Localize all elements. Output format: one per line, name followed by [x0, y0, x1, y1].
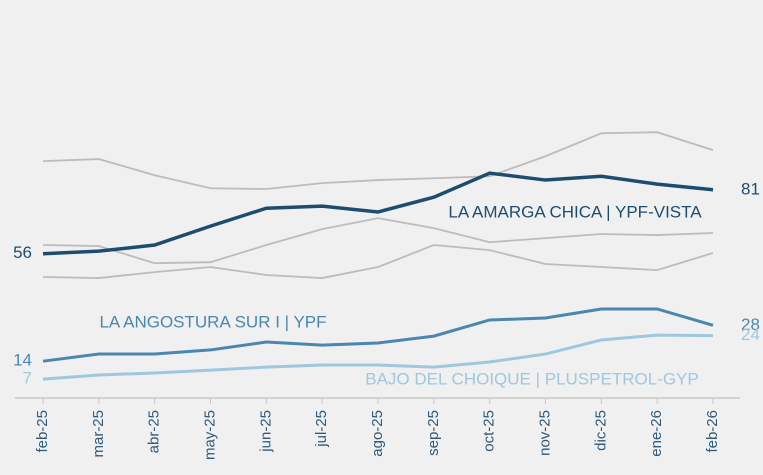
- series-line: [42, 131, 714, 190]
- x-tick-label: dic-25: [592, 410, 609, 451]
- x-tick-label: jul-25: [313, 410, 330, 448]
- series-line: [42, 217, 714, 265]
- x-tick-label: ago-25: [369, 410, 386, 457]
- end-label: 81: [741, 179, 760, 198]
- start-label: 14: [13, 351, 32, 370]
- x-tick-label: feb-26: [704, 410, 721, 453]
- series-line: [42, 307, 714, 363]
- x-tick-label: sep-25: [425, 410, 442, 456]
- series-line: [42, 244, 714, 279]
- x-tick-label: oct-25: [481, 410, 498, 452]
- series-name: LA AMARGA CHICA | YPF-VISTA: [448, 202, 702, 221]
- series-name: BAJO DEL CHOIQUE | PLUSPETROL-GYP: [365, 369, 698, 388]
- x-tick-label: jun-25: [257, 410, 274, 453]
- series-line: [42, 171, 714, 256]
- x-tick-label: abr-25: [146, 410, 163, 453]
- end-label: 24: [741, 325, 760, 344]
- series-name: LA ANGOSTURA SUR I | YPF: [99, 312, 326, 331]
- series-line: [42, 333, 714, 381]
- start-label: 56: [13, 243, 32, 262]
- x-tick-label: mar-25: [90, 410, 107, 458]
- x-tick-label: feb-25: [34, 410, 51, 453]
- start-label: 7: [23, 369, 32, 388]
- x-tick-label: may-25: [201, 410, 218, 460]
- x-tick-label: ene-26: [648, 410, 665, 457]
- end-label: 28: [741, 315, 760, 334]
- x-tick-label: nov-25: [536, 410, 553, 456]
